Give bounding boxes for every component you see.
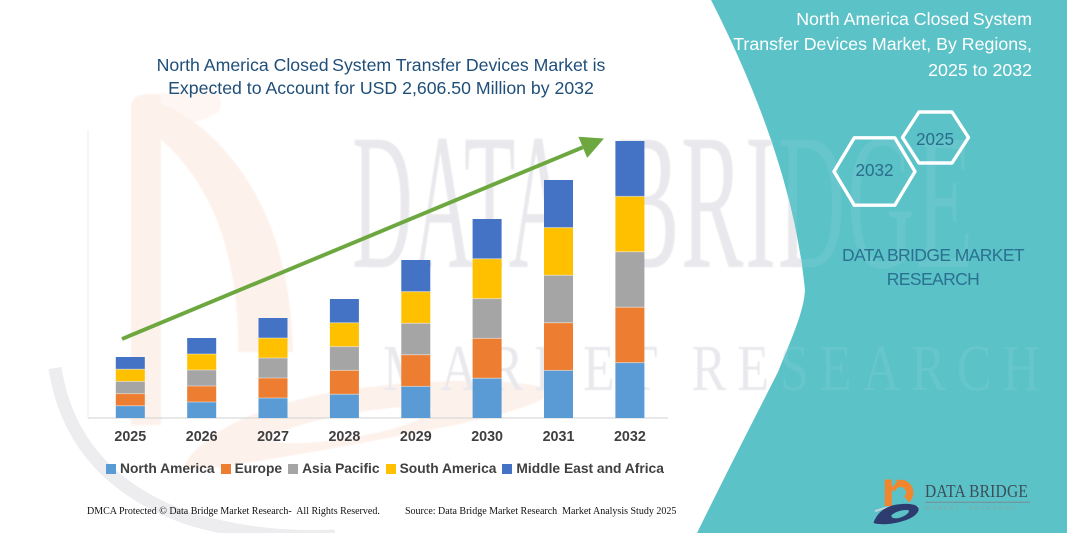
svg-text:MARKET RESEARCH: MARKET RESEARCH (383, 331, 1051, 404)
svg-text:DATA: DATA (352, 96, 569, 310)
